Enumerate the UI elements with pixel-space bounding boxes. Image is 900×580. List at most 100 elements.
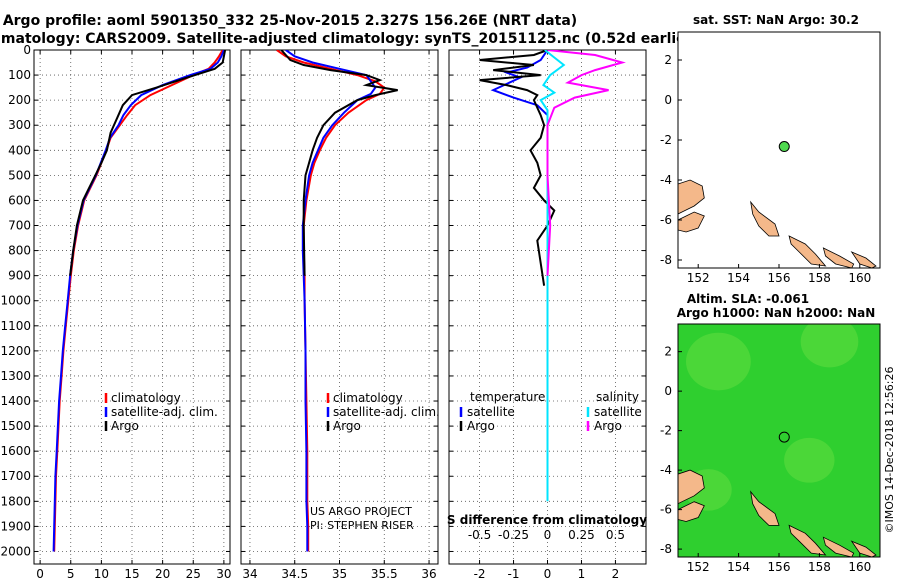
map-x-tick-label: 160 (848, 560, 871, 574)
y-tick-label: 1200 (0, 344, 31, 358)
y-tick-label: 500 (8, 168, 31, 182)
land-polygon (678, 501, 705, 522)
y-tick-label: 1900 (0, 519, 31, 533)
top-axis-label-salinity: S difference from climatology (447, 513, 647, 527)
x-tick-label: -2 (474, 567, 486, 580)
legend-label: satellite-adj. clim. (111, 405, 218, 419)
sla-map-panel: -8 -6 -4 -2 0 2 152 154 156 158 160 Altim. SLA: -0.… (660, 292, 881, 574)
legend-header-salinity: salinity (596, 390, 639, 404)
land-polygon (750, 200, 780, 237)
s-tick-label: 0.25 (568, 528, 595, 542)
land-polygon (788, 524, 827, 556)
y-tick-label: 1400 (0, 394, 31, 408)
y-tick-label: 1700 (0, 469, 31, 483)
map-x-tick-label: 156 (768, 560, 791, 574)
argo-position-marker (778, 431, 790, 443)
x-tick-label: 25 (186, 567, 201, 580)
x-tick-label: 10 (94, 567, 109, 580)
x-tick-label: -1 (508, 567, 520, 580)
series-line-argo-salinity (546, 50, 626, 276)
map-x-tick-label: 152 (687, 560, 710, 574)
land-polygon (678, 211, 705, 233)
sla-map-title-line2: Argo h1000: NaN h2000: NaN (677, 306, 876, 320)
series-line-satellite-salinity (539, 50, 566, 502)
difference-panel: -2-1012T difference from climatologytemp… (447, 49, 647, 580)
y-tick-label: 100 (8, 68, 31, 82)
series-group (479, 50, 626, 502)
y-tick-label: 200 (8, 93, 31, 107)
land-polygon (850, 251, 877, 268)
y-tick-label: 1300 (0, 369, 31, 383)
figure-title-line1: Argo profile: aoml 5901350_332 25-Nov-20… (3, 13, 577, 29)
legend-label: satellite (594, 405, 642, 419)
map-x-tick-label: 152 (687, 271, 710, 285)
s-tick-label: 0.5 (606, 528, 625, 542)
land-polygon (788, 235, 827, 267)
map-x-tick-label: 160 (848, 271, 871, 285)
temperature-panel: 0100200300400500600700800900100011001200… (0, 43, 231, 580)
x-tick-label: 20 (155, 567, 170, 580)
x-tick-label: 5 (67, 567, 75, 580)
sla-field-patch (686, 332, 751, 391)
x-tick-label: 1 (578, 567, 586, 580)
y-tick-label: 1100 (0, 319, 31, 333)
map-background (678, 32, 880, 268)
y-tick-label: 600 (8, 193, 31, 207)
imos-stamp: ©IMOS 14-Dec-2018 12:56:26 (883, 367, 896, 534)
series-group (276, 50, 398, 552)
y-tick-label: 2000 (0, 544, 31, 558)
x-tick-label: 34 (242, 567, 257, 580)
x-tick-label: 2 (612, 567, 620, 580)
map-x-tick-label: 158 (808, 560, 831, 574)
x-tick-label: 0 (36, 567, 44, 580)
x-tick-label: 34.5 (281, 567, 308, 580)
credit-line1: US ARGO PROJECT (310, 505, 412, 518)
salinity-panel: 3434.53535.536salinityclimatologysatelli… (240, 49, 440, 580)
y-tick-label: 1600 (0, 444, 31, 458)
series-line-argo (69, 50, 227, 276)
map-y-tick-label: -8 (660, 253, 672, 267)
series-line-climatology (276, 50, 386, 552)
sst-map-title: sat. SST: NaN Argo: 30.2 (693, 13, 859, 27)
land-polygon (678, 469, 705, 505)
legend-label: Argo (467, 419, 495, 433)
land-polygon (822, 247, 855, 268)
legend-header-temperature: temperature (470, 390, 545, 404)
map-y-tick-label: -2 (660, 424, 672, 438)
y-tick-label: 0 (23, 43, 31, 57)
x-tick-label: 35.5 (371, 567, 398, 580)
x-tick-label: 36 (421, 567, 436, 580)
legend-label: Argo (594, 419, 622, 433)
sla-field-patch (784, 437, 835, 483)
map-y-tick-label: 2 (664, 53, 672, 67)
map-land-group (678, 179, 877, 268)
map-y-tick-label: -8 (660, 542, 672, 556)
credit-line2: PI: STEPHEN RISER (310, 519, 414, 532)
land-polygon (822, 536, 855, 557)
y-tick-label: 1000 (0, 294, 31, 308)
figure-title-line2: Climatology: CARS2009. Satellite-adjuste… (0, 31, 699, 47)
map-y-tick-label: -4 (660, 463, 672, 477)
map-x-tick-label: 154 (727, 271, 750, 285)
legend-label: satellite (467, 405, 515, 419)
land-polygon (750, 490, 780, 526)
legend-label: Argo (333, 419, 361, 433)
map-x-tick-label: 158 (808, 271, 831, 285)
legend-label: satellite-adj. clim. (333, 405, 440, 419)
legend-label: Argo (111, 419, 139, 433)
y-tick-label: 800 (8, 244, 31, 258)
y-tick-label: 400 (8, 143, 31, 157)
y-tick-label: 1800 (0, 494, 31, 508)
y-tick-label: 1500 (0, 419, 31, 433)
legend-label: climatology (111, 391, 181, 405)
x-tick-label: 15 (124, 567, 139, 580)
y-tick-label: 300 (8, 118, 31, 132)
map-y-tick-label: 0 (664, 93, 672, 107)
series-line-argo-temperature (479, 50, 556, 286)
map-y-tick-label: 2 (664, 345, 672, 359)
map-x-tick-label: 154 (727, 560, 750, 574)
land-polygon (678, 179, 705, 215)
series-group (52, 50, 227, 552)
x-tick-label: 0 (544, 567, 552, 580)
